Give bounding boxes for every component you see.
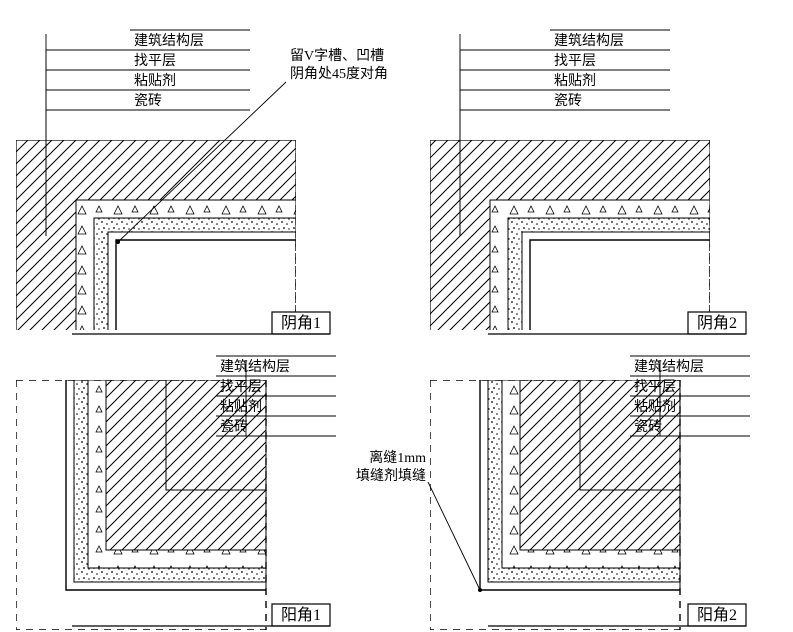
caption-yang2: 阳角2 [488,604,746,626]
yang-corner [16,380,266,630]
note-line2: 填缝剂填缝 [356,468,426,484]
structural-core [166,380,266,490]
layer-label: 找平层 [134,53,176,69]
note-line1: 留V字槽、凹槽 [290,48,384,64]
structural-core [580,380,680,490]
layer-label: 粘贴剂 [554,73,596,89]
layer-label: 找平层 [554,53,596,69]
layer-label: 建筑结构层 [134,33,204,49]
leader-dot [116,240,120,244]
caption-yang1: 阳角1 [72,604,330,626]
labels-yang1: 建筑结构层找平层粘贴剂瓷砖 [216,356,336,436]
yin-corner [430,140,710,420]
layer-label: 粘贴剂 [220,399,262,415]
yang-corner [430,380,680,630]
note-line2: 阴角处45度对角 [290,66,388,82]
layer-label: 建筑结构层 [554,33,624,49]
layer-band [16,140,296,420]
layer-label: 建筑结构层 [634,359,704,375]
caption-text: 阴角2 [697,314,737,332]
layer-label: 瓷砖 [220,419,248,435]
caption-text: 阳角1 [281,606,321,624]
layer-label: 建筑结构层 [220,359,290,375]
layer-label: 瓷砖 [634,419,662,435]
layer-label: 瓷砖 [554,93,582,109]
layer-label: 粘贴剂 [634,399,676,415]
layer-label: 瓷砖 [134,93,162,109]
note-line1: 离缝1mm [369,449,426,466]
note-leader [428,482,480,590]
caption-text: 阳角2 [697,606,737,624]
leader-dot [478,588,482,592]
layer-label: 找平层 [634,379,676,395]
layer-band [430,140,710,420]
layer-label: 粘贴剂 [134,73,176,89]
caption-text: 阴角1 [281,314,321,332]
yin-corner [16,140,296,420]
layer-label: 找平层 [220,379,262,395]
